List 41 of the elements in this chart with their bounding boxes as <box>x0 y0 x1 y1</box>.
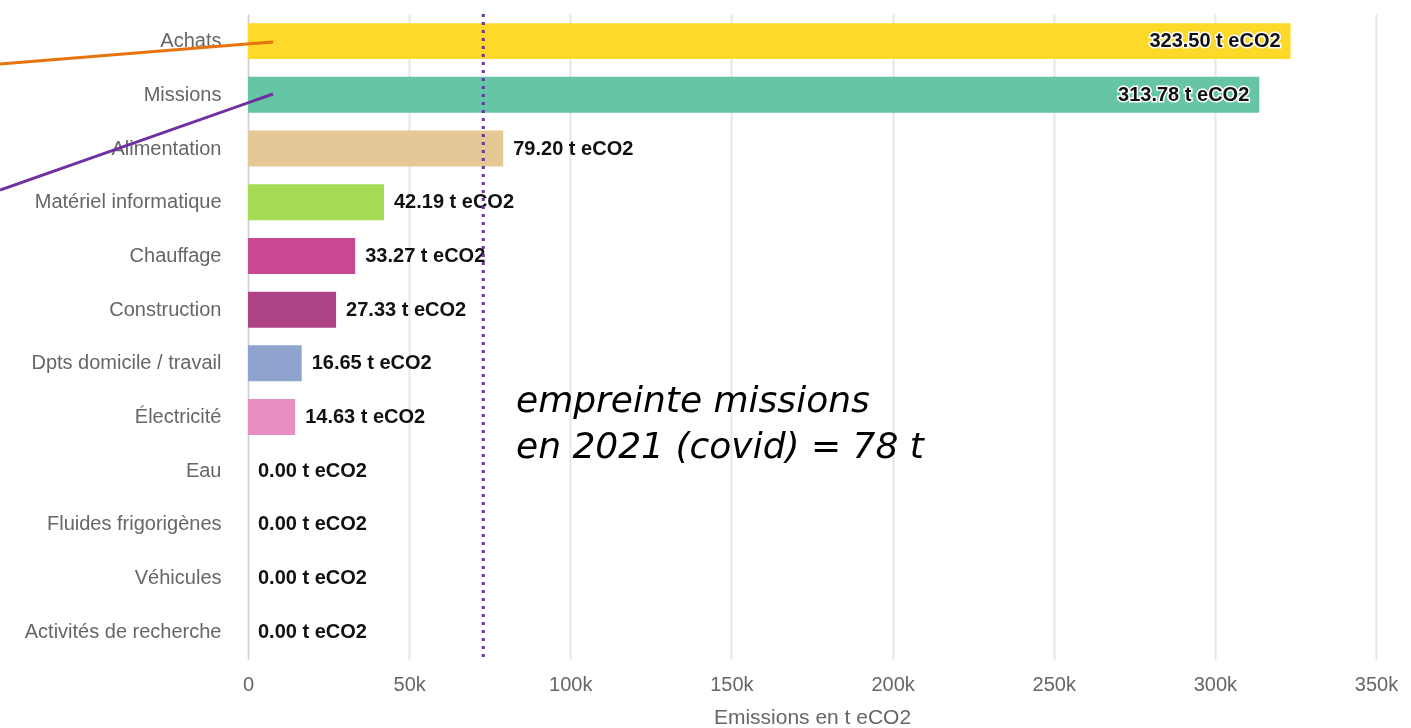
x-tick-label: 350k <box>1354 672 1400 695</box>
data-label: 42.19 t eCO2 <box>393 190 515 213</box>
bar <box>248 345 302 382</box>
bar <box>248 291 337 328</box>
y-tick-label: Fluides frigorigènes <box>46 512 222 535</box>
y-tick-label: Chauffage <box>129 243 222 266</box>
y-tick-label: Matériel informatique <box>34 190 222 213</box>
y-tick-label: Véhicules <box>134 566 222 589</box>
x-axis-title: Emissions en t eCO2 <box>713 704 912 728</box>
data-label: 0.00 t eCO2 <box>258 512 367 535</box>
bar <box>248 399 296 436</box>
x-tick-label: 300k <box>1193 672 1239 695</box>
y-tick-label: Activités de recherche <box>24 619 222 642</box>
y-tick-label: Eau <box>185 458 222 481</box>
data-label: 0.00 t eCO2 <box>258 458 367 481</box>
y-tick-label: Construction <box>109 297 222 320</box>
data-label: 313.78 t eCO2 <box>1118 82 1250 105</box>
bar <box>248 237 356 274</box>
bar <box>248 76 1260 113</box>
x-tick-label: 50k <box>393 672 427 695</box>
y-tick-label: Dpts domicile / travail <box>31 351 222 374</box>
data-label: 0.00 t eCO2 <box>258 619 367 642</box>
y-tick-label: Achats <box>160 29 222 52</box>
data-label: 16.65 t eCO2 <box>311 351 432 374</box>
x-tick-label: 150k <box>710 672 755 695</box>
y-tick-label: Missions <box>143 82 222 105</box>
bar <box>248 23 1291 60</box>
data-label: 14.63 t eCO2 <box>305 405 426 428</box>
x-tick-label: 250k <box>1032 672 1077 695</box>
data-label: 33.27 t eCO2 <box>365 243 486 266</box>
y-tick-label: Électricité <box>134 405 222 428</box>
data-label: 27.33 t eCO2 <box>346 297 467 320</box>
annotation: empreinte missions en 2021 (covid) = 78 t <box>516 379 926 466</box>
x-tick-label: 100k <box>549 672 594 695</box>
bar <box>248 130 504 167</box>
bar <box>248 184 384 221</box>
data-label: 323.50 t eCO2 <box>1149 29 1281 52</box>
x-tick-label: 200k <box>871 672 916 695</box>
data-label: 79.20 t eCO2 <box>513 136 634 159</box>
x-tick-label: 0 <box>242 672 255 695</box>
data-label: 0.00 t eCO2 <box>258 566 367 589</box>
